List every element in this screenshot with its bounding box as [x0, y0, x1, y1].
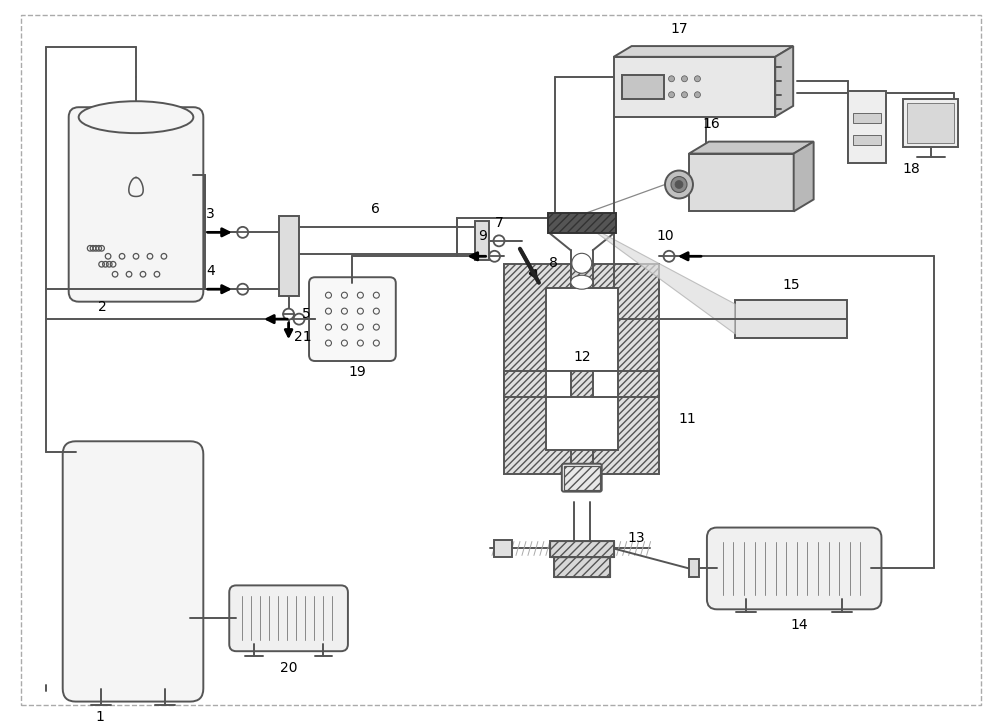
Bar	[546, 289, 618, 450]
Text: 17: 17	[671, 22, 688, 36]
Circle shape	[283, 309, 294, 320]
Circle shape	[669, 76, 675, 82]
Circle shape	[671, 176, 687, 192]
Ellipse shape	[572, 253, 592, 273]
Polygon shape	[614, 46, 793, 57]
Ellipse shape	[571, 276, 593, 289]
Text: 2: 2	[98, 299, 107, 314]
Circle shape	[681, 76, 687, 82]
Polygon shape	[689, 154, 794, 212]
Bar	[853, 112, 881, 123]
FancyBboxPatch shape	[63, 442, 203, 702]
Bar	[504, 371, 659, 397]
Text: 11: 11	[678, 412, 696, 426]
Bar	[504, 265, 659, 473]
Bar	[279, 216, 299, 297]
Polygon shape	[584, 223, 735, 334]
FancyBboxPatch shape	[229, 585, 348, 651]
Circle shape	[237, 227, 248, 238]
Text: 20: 20	[280, 661, 297, 675]
Bar	[546, 371, 571, 397]
Bar	[494, 539, 512, 558]
Text: 21: 21	[294, 330, 312, 344]
Circle shape	[681, 92, 687, 98]
Text: 6: 6	[371, 202, 380, 217]
Circle shape	[664, 251, 675, 262]
FancyBboxPatch shape	[707, 528, 881, 609]
Bar	[614, 57, 775, 117]
Circle shape	[669, 92, 675, 98]
Text: 14: 14	[790, 618, 808, 632]
Text: 8: 8	[549, 256, 558, 270]
Bar	[622, 75, 664, 99]
Bar	[593, 371, 618, 397]
Circle shape	[694, 76, 700, 82]
Text: 4: 4	[206, 264, 215, 278]
Text: 13: 13	[628, 531, 645, 544]
Polygon shape	[794, 141, 814, 212]
Polygon shape	[775, 46, 793, 117]
FancyBboxPatch shape	[562, 464, 602, 492]
FancyBboxPatch shape	[69, 107, 203, 302]
Text: 3: 3	[206, 207, 215, 221]
Bar	[907, 103, 954, 143]
Bar	[550, 541, 614, 558]
Text: 7: 7	[495, 216, 503, 230]
Polygon shape	[689, 141, 814, 154]
Text: 16: 16	[703, 117, 720, 130]
Bar	[853, 135, 881, 144]
FancyBboxPatch shape	[309, 277, 396, 361]
Bar	[550, 541, 614, 558]
Circle shape	[237, 283, 248, 294]
Circle shape	[494, 236, 504, 246]
Circle shape	[294, 314, 305, 325]
Bar	[848, 91, 886, 162]
Bar	[554, 558, 610, 577]
Ellipse shape	[79, 102, 193, 133]
Circle shape	[665, 170, 693, 199]
Text: 12: 12	[573, 350, 591, 364]
Text: 15: 15	[782, 278, 800, 292]
Text: 5: 5	[302, 307, 311, 321]
Bar	[564, 465, 600, 489]
Circle shape	[675, 181, 683, 188]
Circle shape	[694, 92, 700, 98]
Bar	[554, 558, 610, 577]
Text: 18: 18	[902, 162, 920, 175]
Bar	[475, 221, 489, 260]
Text: 1: 1	[95, 710, 104, 724]
Text: 10: 10	[656, 229, 674, 244]
Text: 9: 9	[478, 229, 487, 244]
Bar	[689, 560, 699, 577]
Text: 19: 19	[349, 365, 366, 379]
Bar	[735, 300, 847, 338]
Bar	[548, 213, 616, 233]
Circle shape	[489, 251, 500, 262]
Bar	[903, 99, 958, 146]
